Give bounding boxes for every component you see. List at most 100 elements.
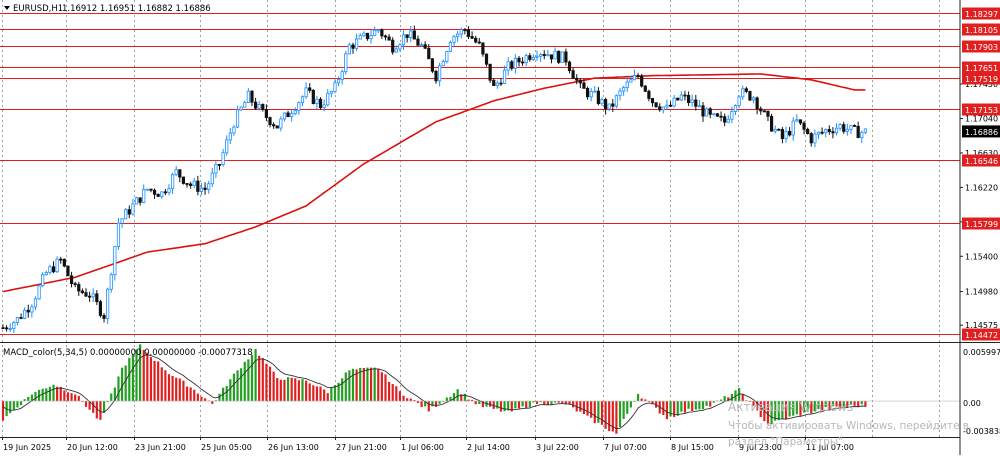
candle-body-193	[697, 105, 702, 108]
macd-bar-58	[211, 401, 214, 404]
macd-bar-59	[214, 400, 217, 402]
candle-body-60	[217, 163, 222, 166]
candle-body-183	[661, 106, 665, 111]
macd-bar-133	[481, 401, 485, 408]
candle-body-154	[557, 50, 561, 63]
candle-body-110	[398, 44, 402, 50]
macd-bar-234	[846, 401, 849, 407]
macd-bar-8	[30, 394, 33, 402]
macd-bar-83	[301, 379, 304, 402]
macd-bar-189	[683, 401, 687, 413]
macd-bar-103	[373, 367, 376, 402]
candle-body-167	[603, 99, 608, 110]
macd-label: MACD_color(5,34,5) 0.00000000 0.00000000…	[3, 348, 253, 358]
candle-body-87	[315, 98, 319, 105]
time-label-5: 27 Jun 21:00	[336, 443, 387, 452]
macd-bar-161	[582, 401, 586, 415]
candle-body-111	[401, 34, 406, 46]
macd-bar-228	[824, 401, 827, 408]
candle-body-36	[131, 203, 135, 215]
candle-body-186	[672, 97, 676, 107]
level-label-2: 1.17903	[965, 43, 998, 52]
macd-bar-6	[23, 399, 26, 402]
macd-bar-196	[709, 401, 712, 407]
macd-bar-5	[19, 401, 23, 406]
macd-bar-68	[247, 359, 250, 402]
candle-body-202	[730, 111, 734, 120]
candle-body-180	[650, 98, 655, 104]
candle-body-176	[636, 74, 640, 77]
candle-body-92	[333, 82, 337, 92]
macd-bar-193	[698, 401, 701, 410]
candle-body-197	[712, 113, 716, 116]
macd-bar-47	[171, 376, 174, 402]
macd-bar-153	[553, 401, 557, 403]
macd-bar-9	[34, 391, 37, 402]
candle-body-64	[232, 126, 236, 134]
candle-body-168	[607, 103, 611, 110]
candle-body-75	[272, 124, 276, 127]
macd-bar-213	[770, 401, 773, 425]
candle-body-236	[852, 124, 857, 127]
candle-body-144	[521, 61, 525, 64]
macd-bar-148	[535, 401, 539, 404]
macd-scale-zero: 0.00	[963, 399, 981, 408]
candle-body-203	[733, 105, 738, 112]
candle-body-56	[203, 187, 207, 190]
candle-body-181	[654, 102, 658, 108]
candle-body-85	[308, 87, 312, 91]
candle-body-131	[474, 37, 478, 43]
candle-body-50	[181, 176, 186, 184]
candle-body-140	[506, 61, 510, 71]
candle-body-46	[167, 188, 171, 194]
macd-bar-21	[77, 395, 80, 402]
candle-body-24	[88, 295, 92, 298]
candle-body-34	[124, 209, 128, 220]
candle-body-70	[253, 101, 258, 109]
time-label-4: 26 Jun 13:00	[268, 443, 319, 452]
macd-bar-105	[380, 372, 383, 402]
candle-body-122	[441, 61, 445, 67]
symbol-timeframe: EURUSD,H1	[13, 4, 63, 14]
candle-body-21	[77, 284, 81, 292]
macd-bar-25	[92, 401, 95, 413]
macd-bar-20	[74, 394, 77, 402]
symbol-header: EURUSD,H1 1.16912 1.16951 1.16882 1.1688…	[4, 4, 211, 14]
macd-bar-205	[741, 394, 744, 402]
macd-bar-94	[341, 378, 344, 402]
macd-bar-81	[294, 378, 297, 402]
candle-body-172	[622, 87, 626, 92]
candle-body-179	[647, 90, 651, 99]
macd-bar-140	[507, 401, 510, 411]
candle-body-78	[282, 112, 287, 120]
macd-bar-2	[9, 401, 12, 414]
macd-bar-162	[586, 401, 589, 416]
macd-bar-91	[330, 387, 333, 402]
macd-bar-156	[564, 401, 567, 405]
collapse-triangle-icon[interactable]	[4, 6, 10, 10]
current-price-box	[962, 125, 1000, 138]
candle-body-138	[499, 82, 503, 85]
macd-bar-121	[438, 401, 441, 404]
macd-bar-183	[662, 401, 665, 416]
candle-body-39	[142, 188, 146, 203]
macd-bar-12	[45, 388, 48, 402]
macd-bar-1	[5, 401, 8, 417]
candle-body-69	[250, 90, 254, 103]
macd-bar-70	[254, 348, 257, 402]
candle-body-31	[113, 246, 117, 276]
candle-body-185	[668, 104, 673, 107]
macd-bar-56	[203, 398, 207, 402]
time-label-9: 7 Jul 07:00	[604, 443, 647, 452]
candle-body-19	[69, 275, 74, 284]
macd-bar-73	[265, 363, 268, 402]
candle-body-128	[463, 29, 467, 31]
candle-body-113	[409, 30, 413, 38]
macd-bar-4	[16, 401, 19, 408]
candle-body-119	[430, 58, 434, 72]
candle-body-68	[246, 90, 250, 104]
macd-bar-24	[88, 401, 91, 410]
macd-bar-164	[593, 401, 596, 424]
